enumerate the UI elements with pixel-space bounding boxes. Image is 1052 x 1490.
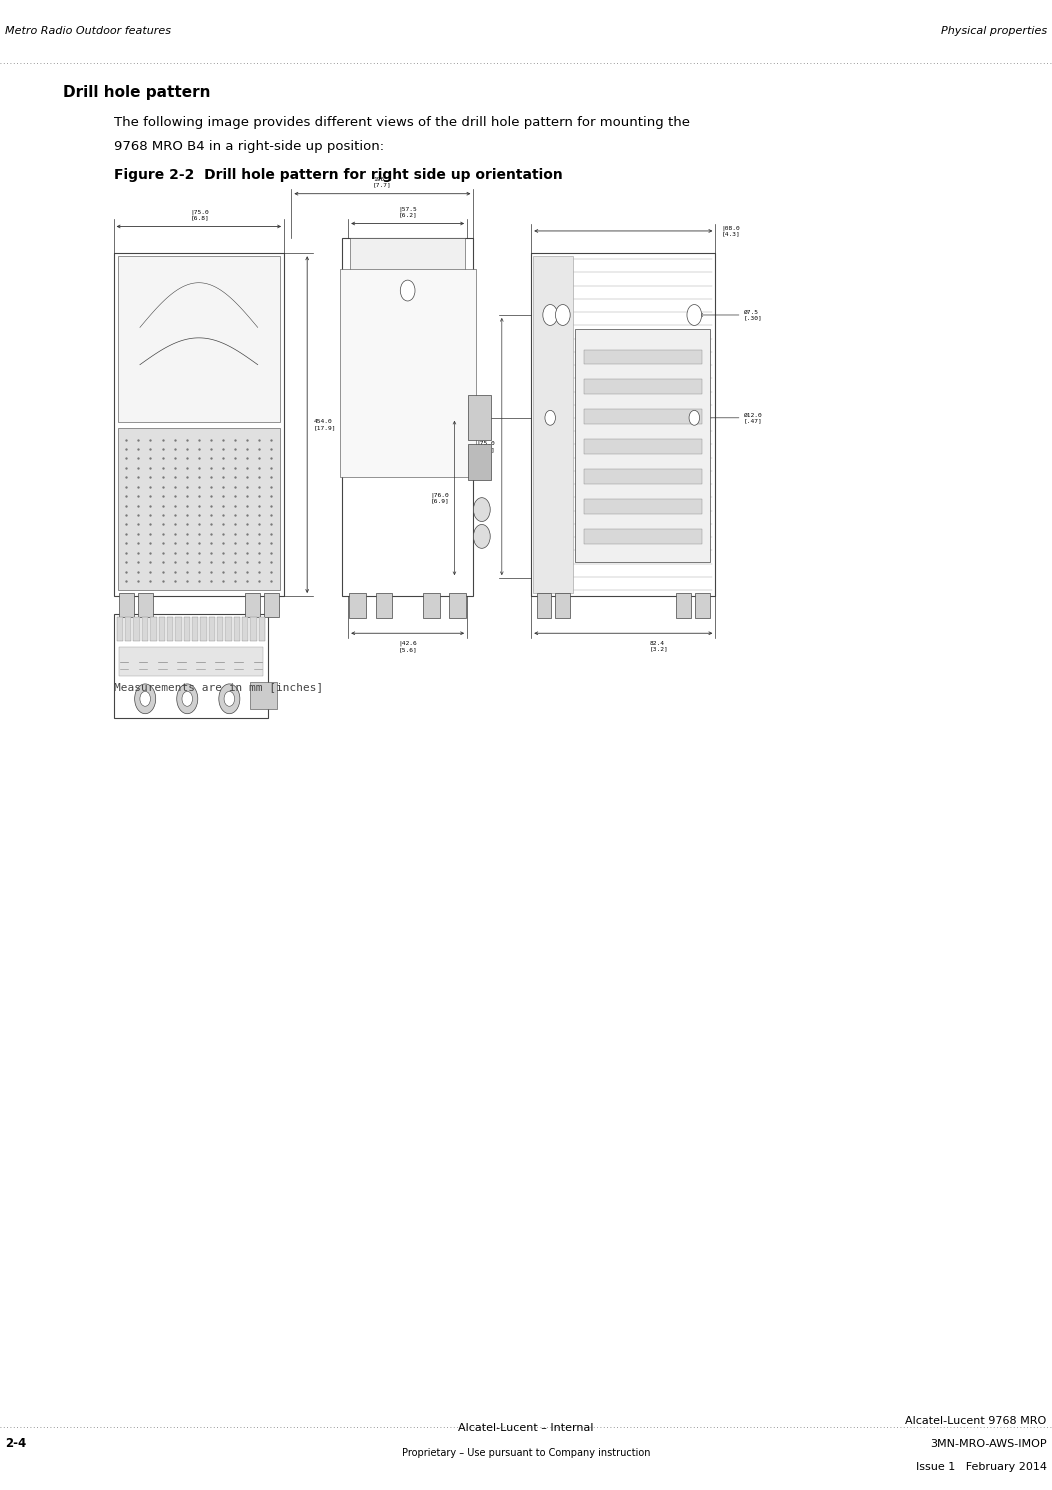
Bar	[264, 593, 279, 617]
Text: |75.0
[6.8]: |75.0 [6.8]	[190, 209, 209, 221]
Bar	[349, 593, 366, 618]
Bar	[242, 617, 248, 641]
Text: Metro Radio Outdoor features: Metro Radio Outdoor features	[5, 25, 171, 36]
Text: 196.5
[7.7]: 196.5 [7.7]	[373, 177, 391, 188]
Bar	[340, 270, 476, 477]
Bar	[449, 593, 466, 618]
Bar	[114, 253, 284, 596]
Text: Physical properties: Physical properties	[940, 25, 1047, 36]
Text: 3MN-MRO-AWS-IMOP: 3MN-MRO-AWS-IMOP	[930, 1439, 1047, 1448]
Bar	[350, 238, 465, 335]
Bar	[138, 593, 153, 617]
Bar	[555, 593, 570, 618]
Bar	[119, 647, 263, 676]
Text: Issue 1   February 2014: Issue 1 February 2014	[915, 1462, 1047, 1472]
Bar	[250, 617, 257, 641]
Bar	[575, 329, 710, 562]
Bar	[150, 617, 157, 641]
Text: 9768 MRO B4 in a right-side up position:: 9768 MRO B4 in a right-side up position:	[114, 140, 384, 153]
Text: Ø12.0
[.47]: Ø12.0 [.47]	[744, 413, 763, 423]
Bar	[114, 614, 268, 718]
Bar	[533, 256, 573, 593]
Text: 454.0
[17.9]: 454.0 [17.9]	[313, 419, 336, 431]
Circle shape	[545, 410, 555, 425]
Bar	[159, 617, 165, 641]
Bar	[584, 499, 702, 514]
Text: Alcatel-Lucent 9768 MRO: Alcatel-Lucent 9768 MRO	[906, 1416, 1047, 1426]
Bar	[142, 617, 148, 641]
Circle shape	[689, 410, 700, 425]
Bar	[117, 617, 123, 641]
Text: The following image provides different views of the drill hole pattern for mount: The following image provides different v…	[114, 116, 690, 130]
Bar	[191, 617, 198, 641]
Bar	[584, 410, 702, 425]
Bar	[134, 617, 140, 641]
Bar	[342, 238, 473, 596]
Text: |75.0
[6.9]: |75.0 [6.9]	[477, 441, 495, 451]
Bar	[584, 350, 702, 365]
Bar	[468, 444, 491, 480]
Circle shape	[687, 304, 702, 325]
Circle shape	[401, 280, 414, 301]
Text: 2-4: 2-4	[5, 1438, 26, 1450]
Text: Figure 2-2  Drill hole pattern for right side up orientation: Figure 2-2 Drill hole pattern for right …	[114, 168, 563, 182]
Bar	[695, 593, 710, 618]
Bar	[225, 617, 231, 641]
Bar	[250, 682, 277, 709]
Bar	[217, 617, 223, 641]
Circle shape	[177, 684, 198, 714]
Bar	[531, 253, 715, 596]
Circle shape	[135, 684, 156, 714]
Bar	[118, 256, 280, 422]
Text: |57.5
[6.2]: |57.5 [6.2]	[399, 206, 417, 218]
Circle shape	[543, 304, 558, 325]
Bar	[167, 617, 174, 641]
Text: Drill hole pattern: Drill hole pattern	[63, 85, 210, 100]
Bar	[208, 617, 215, 641]
Text: |42.6
[5.6]: |42.6 [5.6]	[399, 641, 417, 653]
Text: |76.0
[6.9]: |76.0 [6.9]	[430, 492, 449, 504]
Bar	[245, 593, 260, 617]
Bar	[584, 380, 702, 395]
Bar	[200, 617, 206, 641]
Bar	[584, 469, 702, 484]
Bar	[234, 617, 240, 641]
Bar	[176, 617, 182, 641]
Circle shape	[182, 691, 193, 706]
Text: Proprietary – Use pursuant to Company instruction: Proprietary – Use pursuant to Company in…	[402, 1448, 650, 1459]
Circle shape	[555, 304, 570, 325]
Bar	[537, 593, 551, 618]
Circle shape	[473, 498, 490, 522]
Text: Alcatel-Lucent – Internal: Alcatel-Lucent – Internal	[459, 1423, 593, 1433]
Text: 82.4
[3.2]: 82.4 [3.2]	[650, 641, 668, 651]
Bar	[676, 593, 691, 618]
Bar	[259, 617, 265, 641]
Text: Ø7.5
[.30]: Ø7.5 [.30]	[744, 310, 763, 320]
Circle shape	[219, 684, 240, 714]
Circle shape	[224, 691, 235, 706]
Circle shape	[140, 691, 150, 706]
Bar	[584, 440, 702, 454]
Bar	[468, 395, 491, 440]
Bar	[125, 617, 132, 641]
Text: Measurements are in mm [inches]: Measurements are in mm [inches]	[114, 682, 323, 693]
Bar	[376, 593, 392, 618]
Bar	[423, 593, 440, 618]
Bar	[184, 617, 190, 641]
Bar	[118, 428, 280, 590]
Text: |08.0
[4.3]: |08.0 [4.3]	[722, 225, 741, 237]
Bar	[119, 593, 134, 617]
Bar	[584, 529, 702, 544]
Circle shape	[473, 524, 490, 548]
